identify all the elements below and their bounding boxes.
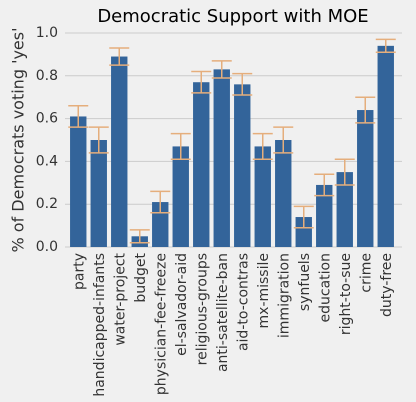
bar <box>377 45 394 248</box>
x-tick-label: budget <box>133 252 149 302</box>
x-tick-label: water-project <box>112 252 128 345</box>
x-tick-label: handicapped-infants <box>92 253 108 397</box>
y-tick-label: 0.6 <box>36 111 58 127</box>
bar <box>357 110 374 247</box>
bar <box>295 217 312 247</box>
x-tick-label: party <box>71 253 87 290</box>
bar <box>275 140 292 247</box>
x-tick-label: right-to-sue <box>338 253 354 335</box>
bar <box>70 116 87 248</box>
chart-title: Democratic Support with MOE <box>97 6 368 27</box>
x-tick-label: immigration <box>276 253 292 338</box>
bar <box>90 140 107 247</box>
x-tick-label: religious-groups <box>194 253 210 365</box>
x-tick-label: crime <box>358 253 374 293</box>
x-tick-label: aid-to-contras <box>235 253 251 351</box>
bar <box>111 56 128 247</box>
x-tick-label: mx-missile <box>256 253 272 328</box>
bar <box>254 146 271 247</box>
y-tick-label: 0.0 <box>36 239 58 255</box>
y-tick-label: 0.8 <box>36 68 58 84</box>
bar <box>316 184 333 247</box>
x-tick-label: synfuels <box>297 253 313 311</box>
x-tick-label: physician-fee-freeze <box>153 253 169 395</box>
y-tick-label: 0.4 <box>36 153 58 169</box>
x-tick-label: education <box>317 253 333 322</box>
y-tick-label: 0.2 <box>36 196 58 212</box>
bar <box>336 172 353 247</box>
bar <box>213 69 230 247</box>
x-tick-label: anti-satellite-ban <box>215 253 231 372</box>
y-tick-label: 1.0 <box>36 25 58 41</box>
x-tick-label: el-salvador-aid <box>174 253 190 356</box>
y-axis-label: % of Democrats voting 'yes' <box>9 27 28 252</box>
x-tick-label: duty-free <box>379 253 395 317</box>
bar <box>234 84 251 247</box>
bar <box>193 82 210 247</box>
bar <box>172 146 189 247</box>
